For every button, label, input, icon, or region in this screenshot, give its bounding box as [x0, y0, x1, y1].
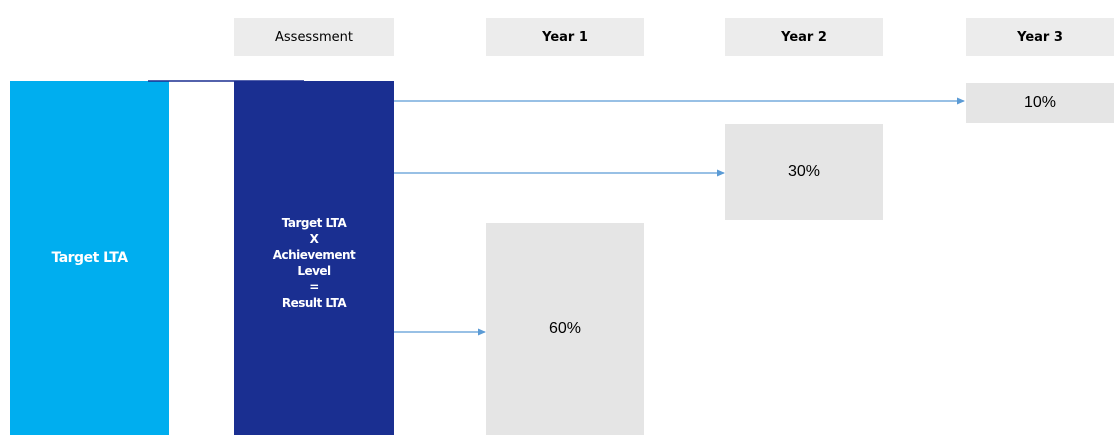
assessment-formula: Target LTA X Achievement Level = Result … [273, 215, 356, 311]
year-1-header: Year 1 [486, 18, 644, 56]
year-2-header: Year 2 [725, 18, 883, 56]
year-3-result-box: 10% [966, 83, 1114, 123]
formula-line: X [309, 232, 319, 246]
target-lta-bar: Target LTA [10, 81, 169, 435]
year-1-result-box: 60% [486, 223, 644, 435]
year-2-result-value: 30% [787, 163, 821, 180]
year-1-result-value: 60% [548, 320, 582, 337]
formula-line: Level [297, 264, 331, 278]
assessment-bar: Target LTA X Achievement Level = Result … [234, 81, 394, 435]
formula-line: = [309, 280, 319, 294]
year-3-result-value: 10% [1023, 94, 1057, 111]
year-2-result-box: 30% [725, 124, 883, 220]
target-lta-label: Target LTA [51, 250, 128, 266]
formula-line: Target LTA [281, 216, 347, 230]
formula-line: Achievement [272, 248, 356, 262]
year-3-header: Year 3 [966, 18, 1114, 56]
assessment-header: Assessment [234, 18, 394, 56]
formula-line: Result LTA [281, 296, 347, 310]
